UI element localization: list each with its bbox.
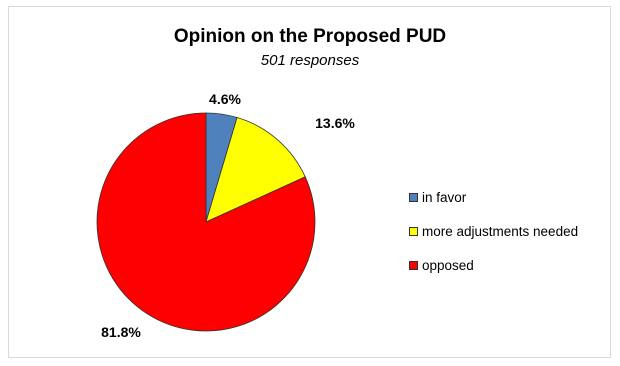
data-label-more-adjustments-needed: 13.6%	[315, 115, 355, 131]
legend-item-more-adjustments-needed: more adjustments needed	[409, 214, 578, 248]
legend-swatch	[409, 226, 418, 236]
data-label-in-favor: 4.6%	[209, 91, 241, 107]
legend-swatch	[409, 192, 418, 202]
legend-item-in-favor: in favor	[409, 180, 578, 214]
pie-slice-more-adjustments-needed	[205, 117, 306, 223]
chart-title: Opinion on the Proposed PUD	[173, 26, 447, 47]
legend-label: opposed	[422, 257, 474, 273]
legend-label: more adjustments needed	[422, 223, 579, 239]
data-label-opposed: 81.8%	[101, 324, 141, 340]
legend: in favor more adjustments needed opposed	[409, 180, 578, 282]
pie-slice-opposed	[96, 112, 316, 332]
chart-subtitle: 501 responses	[260, 52, 360, 69]
legend-label: in favor	[422, 189, 467, 205]
legend-swatch	[409, 260, 418, 270]
legend-item-opposed: opposed	[409, 248, 578, 282]
